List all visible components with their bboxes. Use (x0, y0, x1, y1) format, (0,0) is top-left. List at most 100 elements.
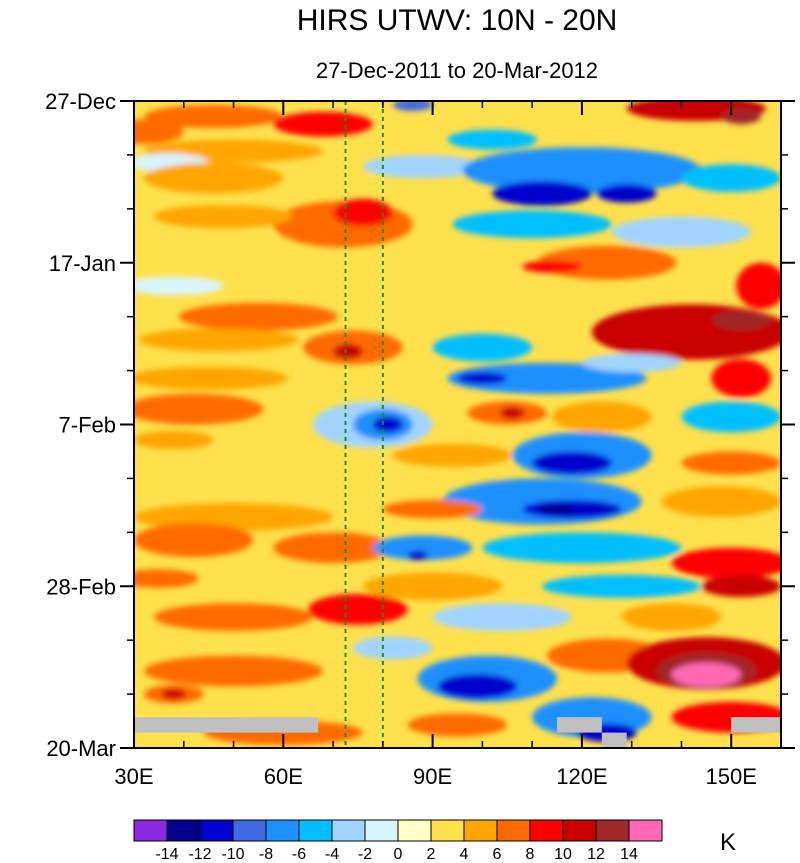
contour-blob (581, 353, 682, 373)
contour-blob (442, 478, 642, 525)
contour-blob (447, 129, 538, 150)
contour-blob (352, 636, 433, 660)
contour-blob (138, 328, 299, 352)
axes: 30E 60E 90E 120E 150E 27-Dec 17-Jan 7-Feb 28-Feb… (45, 89, 795, 789)
contour-blob (452, 210, 612, 239)
y-tick-label: 20-Mar (46, 736, 116, 761)
contour-blob (681, 451, 781, 475)
contour-blob (392, 443, 513, 467)
colorbar-tick-label: -12 (188, 846, 211, 863)
contour-blob (134, 366, 289, 390)
y-tick-label: 7-Feb (59, 413, 116, 438)
contour-blob (143, 104, 284, 128)
reference-lines (344, 101, 384, 748)
colorbar-swatch (265, 819, 300, 842)
colorbar-swatch (562, 819, 597, 842)
colorbar-swatch (463, 819, 498, 842)
contour-blob (134, 523, 254, 557)
y-tick-label: 28-Feb (46, 574, 116, 599)
contour-blob (407, 550, 428, 561)
contour-blob (532, 451, 612, 475)
contour-blob (462, 147, 702, 194)
colorbar-tick-label: 12 (587, 846, 605, 863)
contour-blob (134, 393, 264, 425)
colorbar-swatch (298, 819, 333, 842)
x-tick-label: 30E (114, 764, 153, 789)
contour-blob (143, 655, 324, 687)
colorbar-tick-label: 8 (526, 846, 535, 863)
contour-blob (482, 532, 682, 564)
colorbar-tick-label: -2 (358, 846, 372, 863)
contour-blob (736, 262, 781, 309)
contour-blob (542, 574, 702, 598)
contour-blob (681, 401, 781, 433)
colorbar-swatch (430, 819, 465, 842)
colorbar-tick-label: 2 (427, 846, 436, 863)
missing-data-region (601, 732, 627, 748)
contour-blob (362, 572, 503, 601)
missing-data-region (557, 717, 602, 733)
contour-blob (522, 260, 582, 273)
colorbar-swatch (232, 819, 267, 842)
colorbar-swatch (397, 819, 432, 842)
colorbar-tick-label: 10 (554, 846, 572, 863)
contour-blob (153, 603, 314, 631)
contour-blob (671, 547, 781, 579)
colorbar-tick-label: -14 (155, 846, 178, 863)
contour-blob (437, 674, 518, 699)
contour-blob (134, 430, 214, 450)
missing-data-layer (134, 717, 781, 748)
missing-data-region (731, 717, 781, 733)
contour-blob (333, 198, 393, 227)
contour-blob (457, 372, 508, 385)
contour-blob (333, 343, 363, 360)
contour-blob (273, 111, 373, 137)
colorbar: -14 -12 -10 -8 -6 -4 -2 0 2 4 6 8 10 12 14 (133, 819, 663, 863)
colorbar-tick-label: -6 (292, 846, 306, 863)
contour-blob (492, 181, 592, 206)
missing-data-region (134, 717, 319, 733)
contour-field (134, 101, 781, 748)
chart-title: HIRS UTWV: 10N - 20N (297, 4, 618, 37)
contour-blob (552, 401, 652, 433)
contour-blob (134, 276, 224, 296)
contour-blob (407, 713, 508, 737)
contour-blob (661, 486, 781, 517)
colorbar-swatch (628, 819, 663, 842)
contour-blob (711, 311, 772, 330)
y-tick-label: 17-Jan (49, 251, 116, 276)
contour-blob (591, 304, 781, 360)
contour-blob (161, 688, 187, 700)
contour-blob (382, 499, 483, 519)
colorbar-tick-label: 4 (460, 846, 469, 863)
colorbar-swatch (199, 819, 234, 842)
contour-blob (537, 504, 577, 514)
contour-blob (372, 416, 403, 433)
colorbar-tick-label: 0 (394, 846, 403, 863)
contour-blob (721, 108, 762, 125)
contour-blob (499, 406, 525, 420)
contour-blob (392, 101, 433, 112)
contour-blob (432, 333, 533, 362)
contour-blob (134, 119, 184, 145)
colorbar-swatch (364, 819, 399, 842)
colorbar-swatch (331, 819, 366, 842)
colorbar-tick-label: -10 (221, 846, 244, 863)
colorbar-swatch (133, 819, 168, 842)
colorbar-swatch (595, 819, 630, 842)
x-tick-label: 120E (556, 764, 607, 789)
colorbar-swatch (166, 819, 201, 842)
colorbar-units-label: K (720, 829, 736, 856)
contour-blob (711, 359, 772, 398)
contour-blob (143, 162, 284, 194)
contour-blob (621, 603, 722, 631)
contour-blob (134, 569, 199, 588)
contour-blob (537, 245, 677, 280)
contour-blob (611, 216, 752, 248)
colorbar-tick-label: -8 (259, 846, 273, 863)
contour-blob (447, 362, 647, 394)
y-tick-label: 27-Dec (45, 89, 116, 114)
x-tick-label: 90E (413, 764, 452, 789)
x-tick-label: 150E (706, 764, 757, 789)
